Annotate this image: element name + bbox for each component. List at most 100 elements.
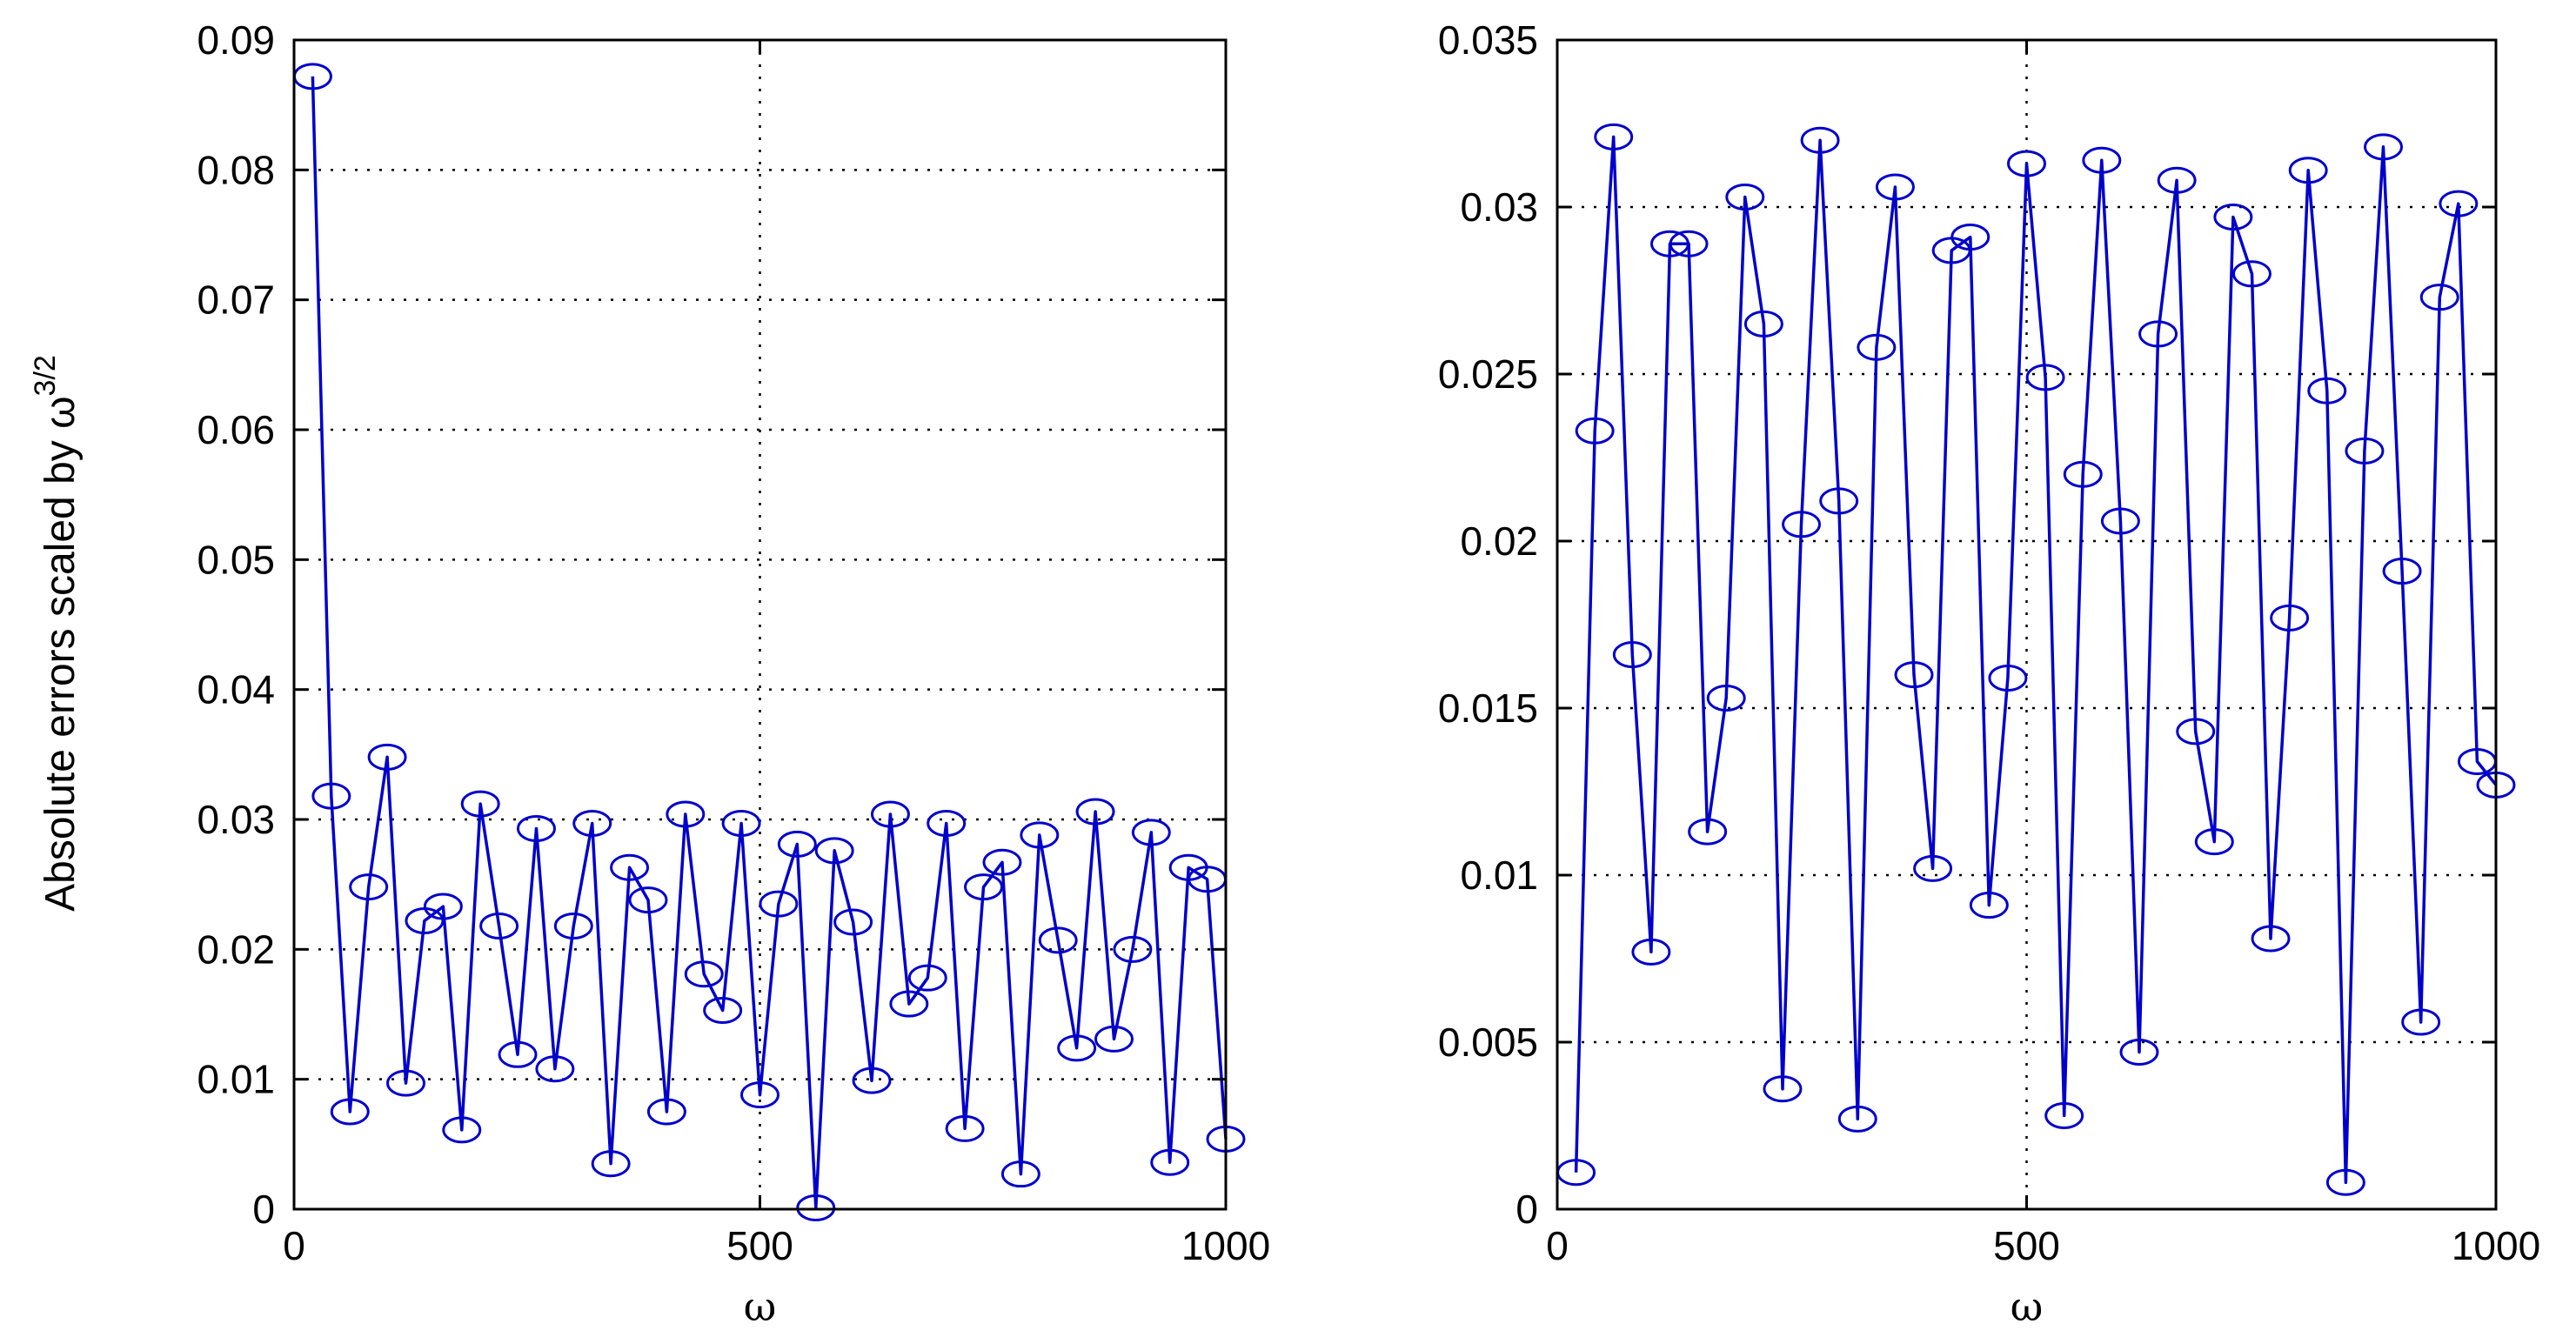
right-chart-y-tick-label: 0.005 bbox=[1438, 1020, 1538, 1065]
left-chart-data-point bbox=[927, 809, 967, 837]
right-chart-data-point bbox=[2382, 558, 2422, 585]
left-chart-data-point bbox=[460, 790, 500, 818]
left-chart-data-point bbox=[870, 800, 910, 828]
left-chart-panel: 0 0.01 0.02 0.03 0.04 0.05 0.06 0.07 0.08 0.09 0 50… bbox=[29, 17, 1270, 1330]
left-chart-y-tick-label: 0.06 bbox=[197, 407, 275, 452]
right-chart-y-tick-label: 0.02 bbox=[1460, 518, 1538, 564]
left-chart-grid bbox=[294, 40, 1226, 1209]
right-chart-data-point bbox=[1688, 818, 1728, 846]
right-chart-data-point bbox=[1743, 310, 1783, 338]
left-chart-y-tick-label: 0.05 bbox=[197, 537, 275, 582]
right-chart-data-point bbox=[2439, 190, 2479, 217]
right-chart-data-point bbox=[2288, 157, 2328, 184]
left-chart-data-point bbox=[386, 1069, 426, 1097]
left-chart-data-point bbox=[498, 1040, 538, 1068]
left-chart-data-point bbox=[945, 1114, 985, 1142]
left-chart-y-axis-label: Absolute errors scaled by ω3/2 bbox=[29, 355, 84, 912]
left-chart-data-point bbox=[721, 809, 761, 837]
right-chart-data-point bbox=[1875, 173, 1915, 201]
right-chart-data-point bbox=[2307, 377, 2347, 405]
left-chart-data-point bbox=[442, 1116, 482, 1144]
left-chart-y-axis-exponent: 3/2 bbox=[29, 355, 62, 396]
left-chart-data-point bbox=[516, 814, 556, 842]
left-chart-data-point bbox=[833, 908, 873, 936]
left-chart-y-tick-label: 0 bbox=[252, 1187, 275, 1232]
right-chart-data-point bbox=[1725, 183, 1765, 211]
right-chart-data-point bbox=[1631, 938, 1671, 966]
right-chart-x-tick-label: 0 bbox=[1546, 1223, 1569, 1268]
right-chart-data-point bbox=[2082, 146, 2122, 174]
left-chart-data-point bbox=[610, 853, 650, 881]
left-chart-x-axis-label: ω bbox=[744, 1283, 777, 1330]
left-chart-y-tick-label: 0.01 bbox=[197, 1057, 275, 1102]
right-chart-y-tick-label: 0.03 bbox=[1460, 184, 1538, 230]
left-chart-data-point bbox=[553, 912, 593, 939]
right-chart-data-point bbox=[2025, 364, 2065, 391]
right-chart-data-point bbox=[2213, 204, 2253, 231]
left-chart-data-point bbox=[907, 964, 947, 992]
right-chart-data-point bbox=[1969, 892, 2009, 919]
left-chart-data-point bbox=[479, 912, 519, 939]
right-chart-y-tick-label: 0.01 bbox=[1460, 853, 1538, 898]
left-chart-data-point bbox=[889, 990, 929, 1018]
right-chart-data-point bbox=[2138, 320, 2178, 348]
right-chart-data-point bbox=[2119, 1039, 2159, 1067]
right-chart-y-tick-label: 0.015 bbox=[1438, 685, 1538, 731]
left-chart-x-tick-label: 1000 bbox=[1181, 1223, 1270, 1268]
left-chart-x-tick-label: 500 bbox=[726, 1223, 793, 1268]
right-chart-data-point bbox=[1763, 1075, 1803, 1103]
right-chart-data-point bbox=[2063, 460, 2103, 488]
left-chart-data-point bbox=[572, 809, 612, 837]
left-chart-data-point bbox=[777, 830, 817, 858]
left-chart-data-point bbox=[1150, 1148, 1190, 1176]
left-chart-data-point bbox=[1020, 821, 1060, 849]
right-chart-data-point bbox=[2401, 1008, 2441, 1036]
right-chart-data-point bbox=[1669, 230, 1709, 257]
right-chart-data-point bbox=[1649, 230, 1689, 257]
left-chart-series bbox=[311, 76, 1228, 1210]
left-chart-data-point bbox=[1075, 798, 1115, 826]
right-chart-data-point bbox=[1782, 511, 1822, 538]
left-chart-x-tick-label: 0 bbox=[283, 1223, 305, 1268]
right-chart-data-point bbox=[1857, 333, 1897, 361]
right-chart-data-point bbox=[1800, 126, 1840, 154]
right-chart-x-tick-label: 500 bbox=[1993, 1223, 2060, 1268]
right-chart-data-point bbox=[2251, 925, 2291, 953]
right-chart-panel: 0 0.005 0.01 0.015 0.02 0.025 0.03 0.035 0 500 100… bbox=[1438, 17, 2540, 1330]
right-chart-data-point bbox=[2044, 1101, 2084, 1129]
left-chart-data-point bbox=[740, 1081, 779, 1109]
left-chart-data-point bbox=[964, 873, 1004, 901]
right-chart-data-point bbox=[1837, 1105, 1877, 1133]
left-chart-y-tick-label: 0.07 bbox=[197, 277, 275, 323]
right-chart-grid bbox=[1557, 40, 2496, 1209]
right-chart-y-tick-label: 0.025 bbox=[1438, 351, 1538, 397]
left-chart-data-point bbox=[349, 873, 389, 901]
right-chart-data-point bbox=[1706, 684, 1746, 712]
right-chart-data-point bbox=[2176, 718, 2216, 746]
right-chart-data-point bbox=[2270, 604, 2310, 632]
right-chart-data-point bbox=[2419, 284, 2459, 311]
right-chart-data-point bbox=[1594, 123, 1634, 150]
left-chart-data-point bbox=[367, 743, 407, 771]
left-chart-y-tick-label: 0.03 bbox=[197, 797, 275, 842]
right-chart-data-point bbox=[1894, 661, 1934, 689]
left-chart-data-point bbox=[628, 886, 668, 914]
left-chart-data-point bbox=[591, 1150, 631, 1178]
left-chart-y-tick-label: 0.09 bbox=[197, 17, 275, 63]
left-chart-data-point bbox=[684, 960, 724, 988]
left-chart-data-point bbox=[759, 890, 799, 918]
right-chart-data-point bbox=[2157, 166, 2197, 194]
right-chart-data-point bbox=[1575, 417, 1615, 445]
right-chart-y-tick-label: 0.035 bbox=[1438, 17, 1538, 63]
right-chart-data-point bbox=[2364, 133, 2404, 161]
right-chart-data-point bbox=[1612, 641, 1652, 669]
left-chart-markers bbox=[292, 63, 1246, 1222]
right-chart-data-point bbox=[2007, 150, 2046, 177]
right-chart-x-axis-label: ω bbox=[2011, 1283, 2044, 1330]
right-chart-x-tick-label: 1000 bbox=[2452, 1223, 2540, 1268]
left-chart-data-point bbox=[666, 800, 706, 828]
left-chart-data-point bbox=[646, 1098, 686, 1126]
right-chart-series bbox=[1574, 135, 2498, 1185]
right-chart-markers bbox=[1556, 123, 2516, 1196]
